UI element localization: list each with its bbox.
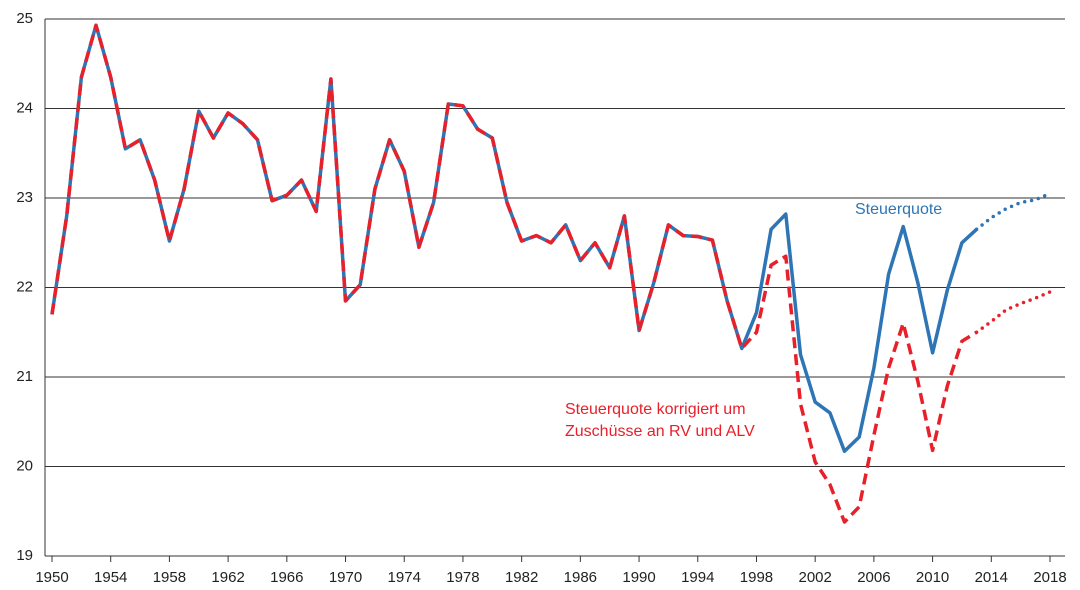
series-label: Steuerquote korrigiert um Zuschüsse an R… <box>565 401 755 440</box>
y-tick-label: 20 <box>16 457 33 474</box>
x-tick-label: 1990 <box>622 569 655 586</box>
x-tick-label: 1998 <box>740 569 773 586</box>
x-tick-label: 1954 <box>94 569 127 586</box>
x-tick-label: 2006 <box>857 569 890 586</box>
x-tick-label: 1970 <box>329 569 362 586</box>
series-line <box>974 191 1052 232</box>
x-tick-label: 1994 <box>681 569 714 586</box>
y-tick-label: 22 <box>16 278 33 295</box>
series-label: Steuerquote <box>855 201 943 218</box>
x-tick-label: 2002 <box>798 569 831 586</box>
y-tick-label: 19 <box>16 547 33 564</box>
y-tick-label: 21 <box>16 368 33 385</box>
x-tick-label: 1958 <box>153 569 186 586</box>
x-tick-label: 2014 <box>975 569 1008 586</box>
x-tick-label: 2018 <box>1033 569 1066 586</box>
y-tick-label: 25 <box>16 10 33 27</box>
series-line <box>50 23 978 524</box>
x-tick-label: 1974 <box>388 569 421 586</box>
x-tick-label: 1986 <box>564 569 597 586</box>
y-tick-label: 23 <box>16 189 33 206</box>
x-tick-label: 1966 <box>270 569 303 586</box>
x-tick-label: 1962 <box>211 569 244 586</box>
x-tick-label: 2010 <box>916 569 949 586</box>
series-line <box>974 290 1052 335</box>
x-tick-label: 1950 <box>35 569 68 586</box>
series-line <box>50 23 978 454</box>
x-tick-label: 1978 <box>446 569 479 586</box>
y-tick-label: 24 <box>16 99 33 116</box>
x-tick-label: 1982 <box>505 569 538 586</box>
